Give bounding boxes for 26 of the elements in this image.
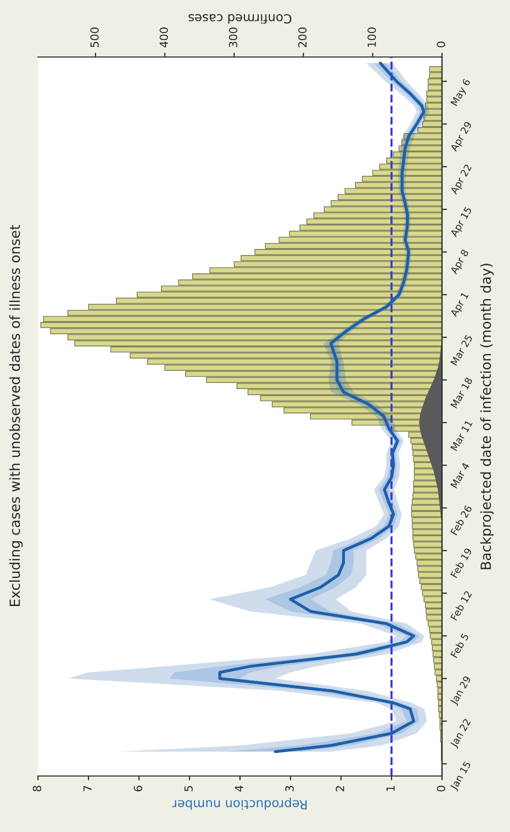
x2-axis-title: Confirmed cases — [188, 14, 292, 24]
x-tick-label: 8 — [32, 786, 42, 792]
y-tick-label: Jan 22 — [450, 718, 472, 749]
x-tick-label: 4 — [234, 786, 244, 792]
x-tick-label: 1 — [386, 786, 395, 791]
x-axis-title: Reproduction number — [172, 798, 307, 810]
y-tick-label: Feb 12 — [450, 590, 472, 621]
x-tick-label: 7 — [83, 786, 92, 792]
y-tick-label: Feb 5 — [450, 632, 469, 658]
y-tick-label: Jan 29 — [450, 675, 473, 706]
x-tick-label: 2 — [336, 786, 344, 792]
x2-tick-label: 400 — [160, 28, 168, 48]
y-axis-title: Backprojected date of infection (month day) — [480, 264, 494, 570]
x2-tick-label: 0 — [436, 42, 446, 48]
x-tick-label: 0 — [436, 786, 446, 792]
text: Excluding cases with unobserved dates of illness onset — [9, 224, 23, 606]
x2-tick-label: 100 — [368, 28, 376, 47]
x-tick-label: 3 — [285, 786, 294, 792]
x2-tick-label: 300 — [228, 28, 238, 48]
y-tick-label: Feb 26 — [450, 504, 472, 536]
x2-tick-label: 500 — [90, 28, 99, 48]
y-tick-label: Jan 15 — [450, 761, 473, 792]
y-tick-label: Feb 19 — [450, 547, 472, 578]
x-tick-label: 5 — [184, 786, 193, 792]
x-tick-label: 6 — [134, 786, 142, 792]
x2-tick-label: 200 — [298, 28, 307, 48]
